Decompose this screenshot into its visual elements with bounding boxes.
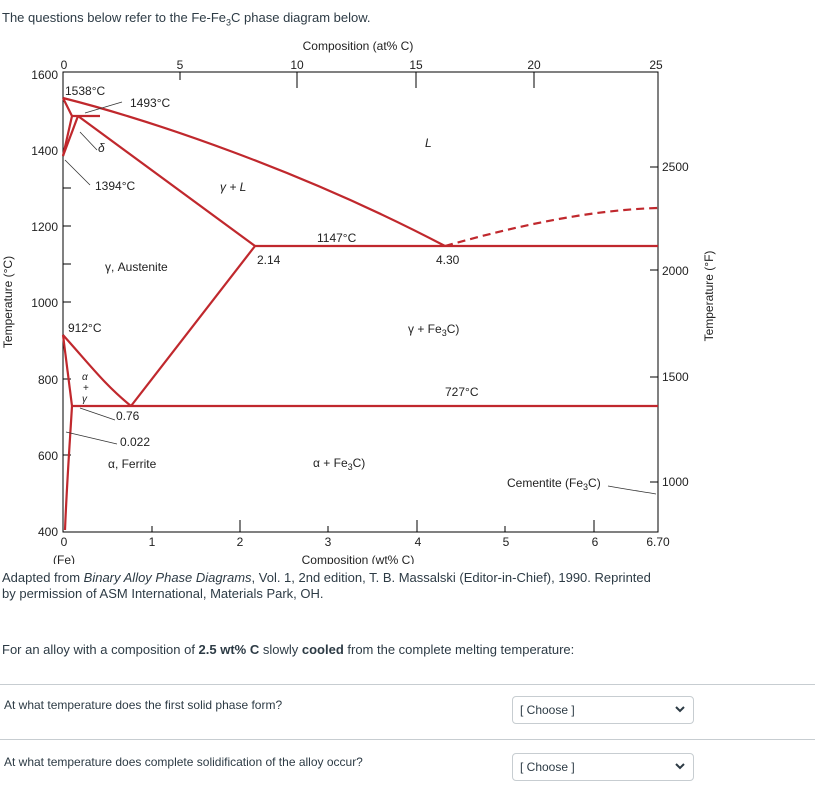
right-axis-title: Temperature (°F) bbox=[702, 251, 716, 342]
top-tick: 10 bbox=[290, 58, 304, 72]
right-tick: 2000 bbox=[662, 264, 689, 278]
leader-lines bbox=[64, 101, 657, 495]
question-2-text: At what temperature does complete solidi… bbox=[4, 755, 363, 769]
left-tick: 1000 bbox=[31, 296, 58, 310]
divider bbox=[0, 684, 815, 685]
label-gamma-fe3c: γ + Fe3C) bbox=[408, 322, 459, 338]
label-1493: 1493°C bbox=[130, 96, 170, 110]
label-0-76: 0.76 bbox=[116, 409, 140, 423]
divider bbox=[0, 739, 815, 740]
a3-line bbox=[62, 334, 132, 407]
question-1-text: At what temperature does the first solid… bbox=[4, 698, 283, 712]
left-axis-title: Temperature (°C) bbox=[1, 256, 15, 348]
acm-line bbox=[130, 245, 256, 407]
right-tick: 1500 bbox=[662, 370, 689, 384]
right-tick-marks bbox=[650, 166, 658, 483]
bottom-tick: 4 bbox=[415, 535, 422, 549]
figure-caption: Adapted from Binary Alloy Phase Diagrams… bbox=[2, 570, 651, 601]
solvus-line bbox=[63, 405, 74, 531]
left-tick: 1400 bbox=[31, 144, 58, 158]
label-alpha-fe3c: α + Fe3C) bbox=[313, 456, 365, 472]
bottom-tick: 5 bbox=[503, 535, 510, 549]
left-axis-ticks: 1600 1400 1200 1000 800 600 400 bbox=[31, 68, 58, 539]
intro-text: The questions below refer to the Fe-Fe3C… bbox=[2, 10, 371, 28]
bottom-tick: 6.70 bbox=[646, 535, 670, 549]
select-value: [ Choose ] bbox=[520, 760, 575, 774]
label-liquid: L bbox=[425, 136, 432, 150]
chevron-down-icon bbox=[675, 706, 685, 713]
top-tick: 25 bbox=[649, 58, 663, 72]
left-tick: 600 bbox=[38, 449, 58, 463]
liquidus-dashed bbox=[444, 206, 659, 248]
alpha-boundary bbox=[61, 334, 74, 407]
label-delta: δ bbox=[98, 141, 105, 155]
label-austenite: γ, Austenite bbox=[105, 260, 168, 274]
top-axis-title: Composition (at% C) bbox=[303, 39, 414, 53]
label-cementite: Cementite (Fe3C) bbox=[507, 476, 601, 492]
label-727: 727°C bbox=[445, 385, 479, 399]
label-4-30: 4.30 bbox=[436, 253, 460, 267]
delta-boundary bbox=[61, 97, 74, 157]
top-axis-ticks: 0 5 10 15 20 25 bbox=[61, 58, 663, 72]
bottom-tick: 6 bbox=[592, 535, 599, 549]
right-tick: 2500 bbox=[662, 160, 689, 174]
top-tick: 20 bbox=[527, 58, 541, 72]
label-2-14: 2.14 bbox=[257, 253, 281, 267]
bottom-tick: 2 bbox=[237, 535, 244, 549]
select-value: [ Choose ] bbox=[520, 703, 575, 717]
label-alpha-gamma-g: γ bbox=[82, 394, 88, 405]
bottom-axis-title: Composition (wt% C) bbox=[302, 553, 415, 564]
left-tick: 1200 bbox=[31, 220, 58, 234]
phase-diagram: Composition (at% C) 0 5 10 15 20 25 1600… bbox=[1, 39, 716, 564]
label-gamma-liquid: γ + L bbox=[220, 180, 246, 194]
label-alpha-gamma-a: α bbox=[82, 372, 88, 383]
label-0-022: 0.022 bbox=[120, 435, 150, 449]
question-intro: For an alloy with a composition of 2.5 w… bbox=[2, 642, 575, 657]
label-ferrite: α, Ferrite bbox=[108, 457, 157, 471]
bottom-tick: 3 bbox=[325, 535, 332, 549]
question-1-select[interactable]: [ Choose ] bbox=[512, 696, 694, 724]
label-1394: 1394°C bbox=[95, 179, 135, 193]
label-912: 912°C bbox=[68, 321, 102, 335]
bottom-tick-marks bbox=[151, 520, 595, 532]
left-tick: 1600 bbox=[31, 68, 58, 82]
bottom-axis-ticks: 0 1 2 3 4 5 6 6.70 bbox=[61, 535, 670, 549]
right-axis-ticks: 2500 2000 1500 1000 bbox=[662, 160, 689, 489]
left-tick: 400 bbox=[38, 525, 58, 539]
delta-gamma-boundary bbox=[61, 115, 80, 157]
bottom-tick: 0 bbox=[61, 535, 68, 549]
top-tick: 15 bbox=[409, 58, 423, 72]
label-1538: 1538°C bbox=[65, 84, 105, 98]
top-tick: 0 bbox=[61, 58, 68, 72]
label-alpha-gamma-plus: + bbox=[83, 383, 89, 394]
solidus-line bbox=[77, 115, 256, 247]
question-2-select[interactable]: [ Choose ] bbox=[512, 753, 694, 781]
left-tick: 800 bbox=[38, 373, 58, 387]
chevron-down-icon bbox=[675, 763, 685, 770]
label-1147: 1147°C bbox=[317, 231, 357, 245]
bottom-tick: 1 bbox=[149, 535, 156, 549]
liquidus-line bbox=[62, 96, 446, 247]
right-tick: 1000 bbox=[662, 475, 689, 489]
fe-note: (Fe) bbox=[53, 553, 75, 564]
top-tick-marks bbox=[179, 72, 535, 88]
top-tick: 5 bbox=[177, 58, 184, 72]
